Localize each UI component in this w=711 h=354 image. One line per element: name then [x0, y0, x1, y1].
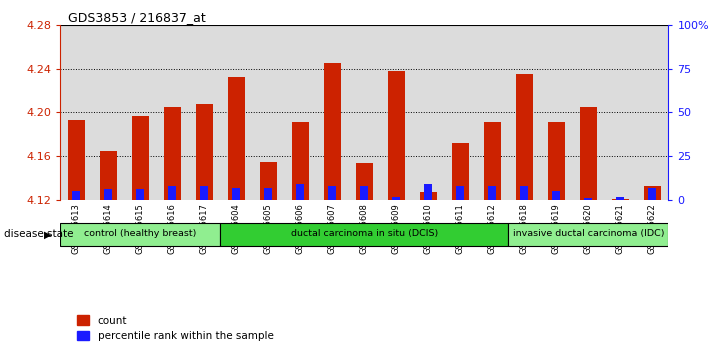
Bar	[324, 63, 341, 200]
Bar	[220, 25, 252, 200]
Bar	[156, 25, 188, 200]
Bar	[360, 186, 368, 200]
Bar	[73, 191, 80, 200]
Bar	[488, 186, 496, 200]
Bar	[164, 107, 181, 200]
Bar	[387, 71, 405, 200]
Bar	[68, 120, 85, 200]
Bar	[476, 25, 508, 200]
Bar	[296, 184, 304, 200]
Bar	[451, 143, 469, 200]
Bar	[220, 223, 508, 246]
Text: invasive ductal carcinoma (IDC): invasive ductal carcinoma (IDC)	[513, 229, 664, 239]
Bar	[137, 189, 144, 200]
Bar	[520, 186, 528, 200]
Bar	[643, 186, 661, 200]
Bar	[636, 25, 668, 200]
Bar	[508, 223, 668, 246]
Bar	[419, 192, 437, 200]
Bar	[201, 186, 208, 200]
Legend: count, percentile rank within the sample: count, percentile rank within the sample	[73, 311, 278, 345]
Text: GDS3853 / 216837_at: GDS3853 / 216837_at	[68, 11, 205, 24]
Bar	[412, 25, 444, 200]
Bar	[228, 78, 245, 200]
Bar	[105, 189, 112, 200]
Bar	[348, 25, 380, 200]
Bar	[188, 25, 220, 200]
Bar	[196, 104, 213, 200]
Bar	[444, 25, 476, 200]
Bar	[232, 188, 240, 200]
Bar	[611, 199, 629, 200]
Bar	[584, 198, 592, 200]
Bar	[260, 162, 277, 200]
Bar	[356, 163, 373, 200]
Bar	[264, 188, 272, 200]
Bar	[316, 25, 348, 200]
Bar	[132, 116, 149, 200]
Text: control (healthy breast): control (healthy breast)	[84, 229, 197, 239]
Bar	[547, 122, 565, 200]
Bar	[508, 25, 540, 200]
Bar	[380, 25, 412, 200]
Bar	[579, 107, 597, 200]
Bar	[284, 25, 316, 200]
Bar	[100, 151, 117, 200]
Bar	[392, 196, 400, 200]
Bar	[604, 25, 636, 200]
Bar	[616, 196, 624, 200]
Bar	[60, 25, 92, 200]
Bar	[124, 25, 156, 200]
Bar	[648, 188, 656, 200]
Bar	[552, 191, 560, 200]
Text: ▶: ▶	[44, 229, 52, 239]
Bar	[483, 122, 501, 200]
Bar	[424, 184, 432, 200]
Bar	[252, 25, 284, 200]
Text: ductal carcinoma in situ (DCIS): ductal carcinoma in situ (DCIS)	[291, 229, 438, 239]
Bar	[540, 25, 572, 200]
Bar	[515, 74, 533, 200]
Bar	[292, 122, 309, 200]
Bar	[92, 25, 124, 200]
Bar	[456, 186, 464, 200]
Bar	[328, 186, 336, 200]
Bar	[60, 223, 220, 246]
Text: disease state: disease state	[4, 229, 73, 239]
Bar	[572, 25, 604, 200]
Bar	[169, 186, 176, 200]
